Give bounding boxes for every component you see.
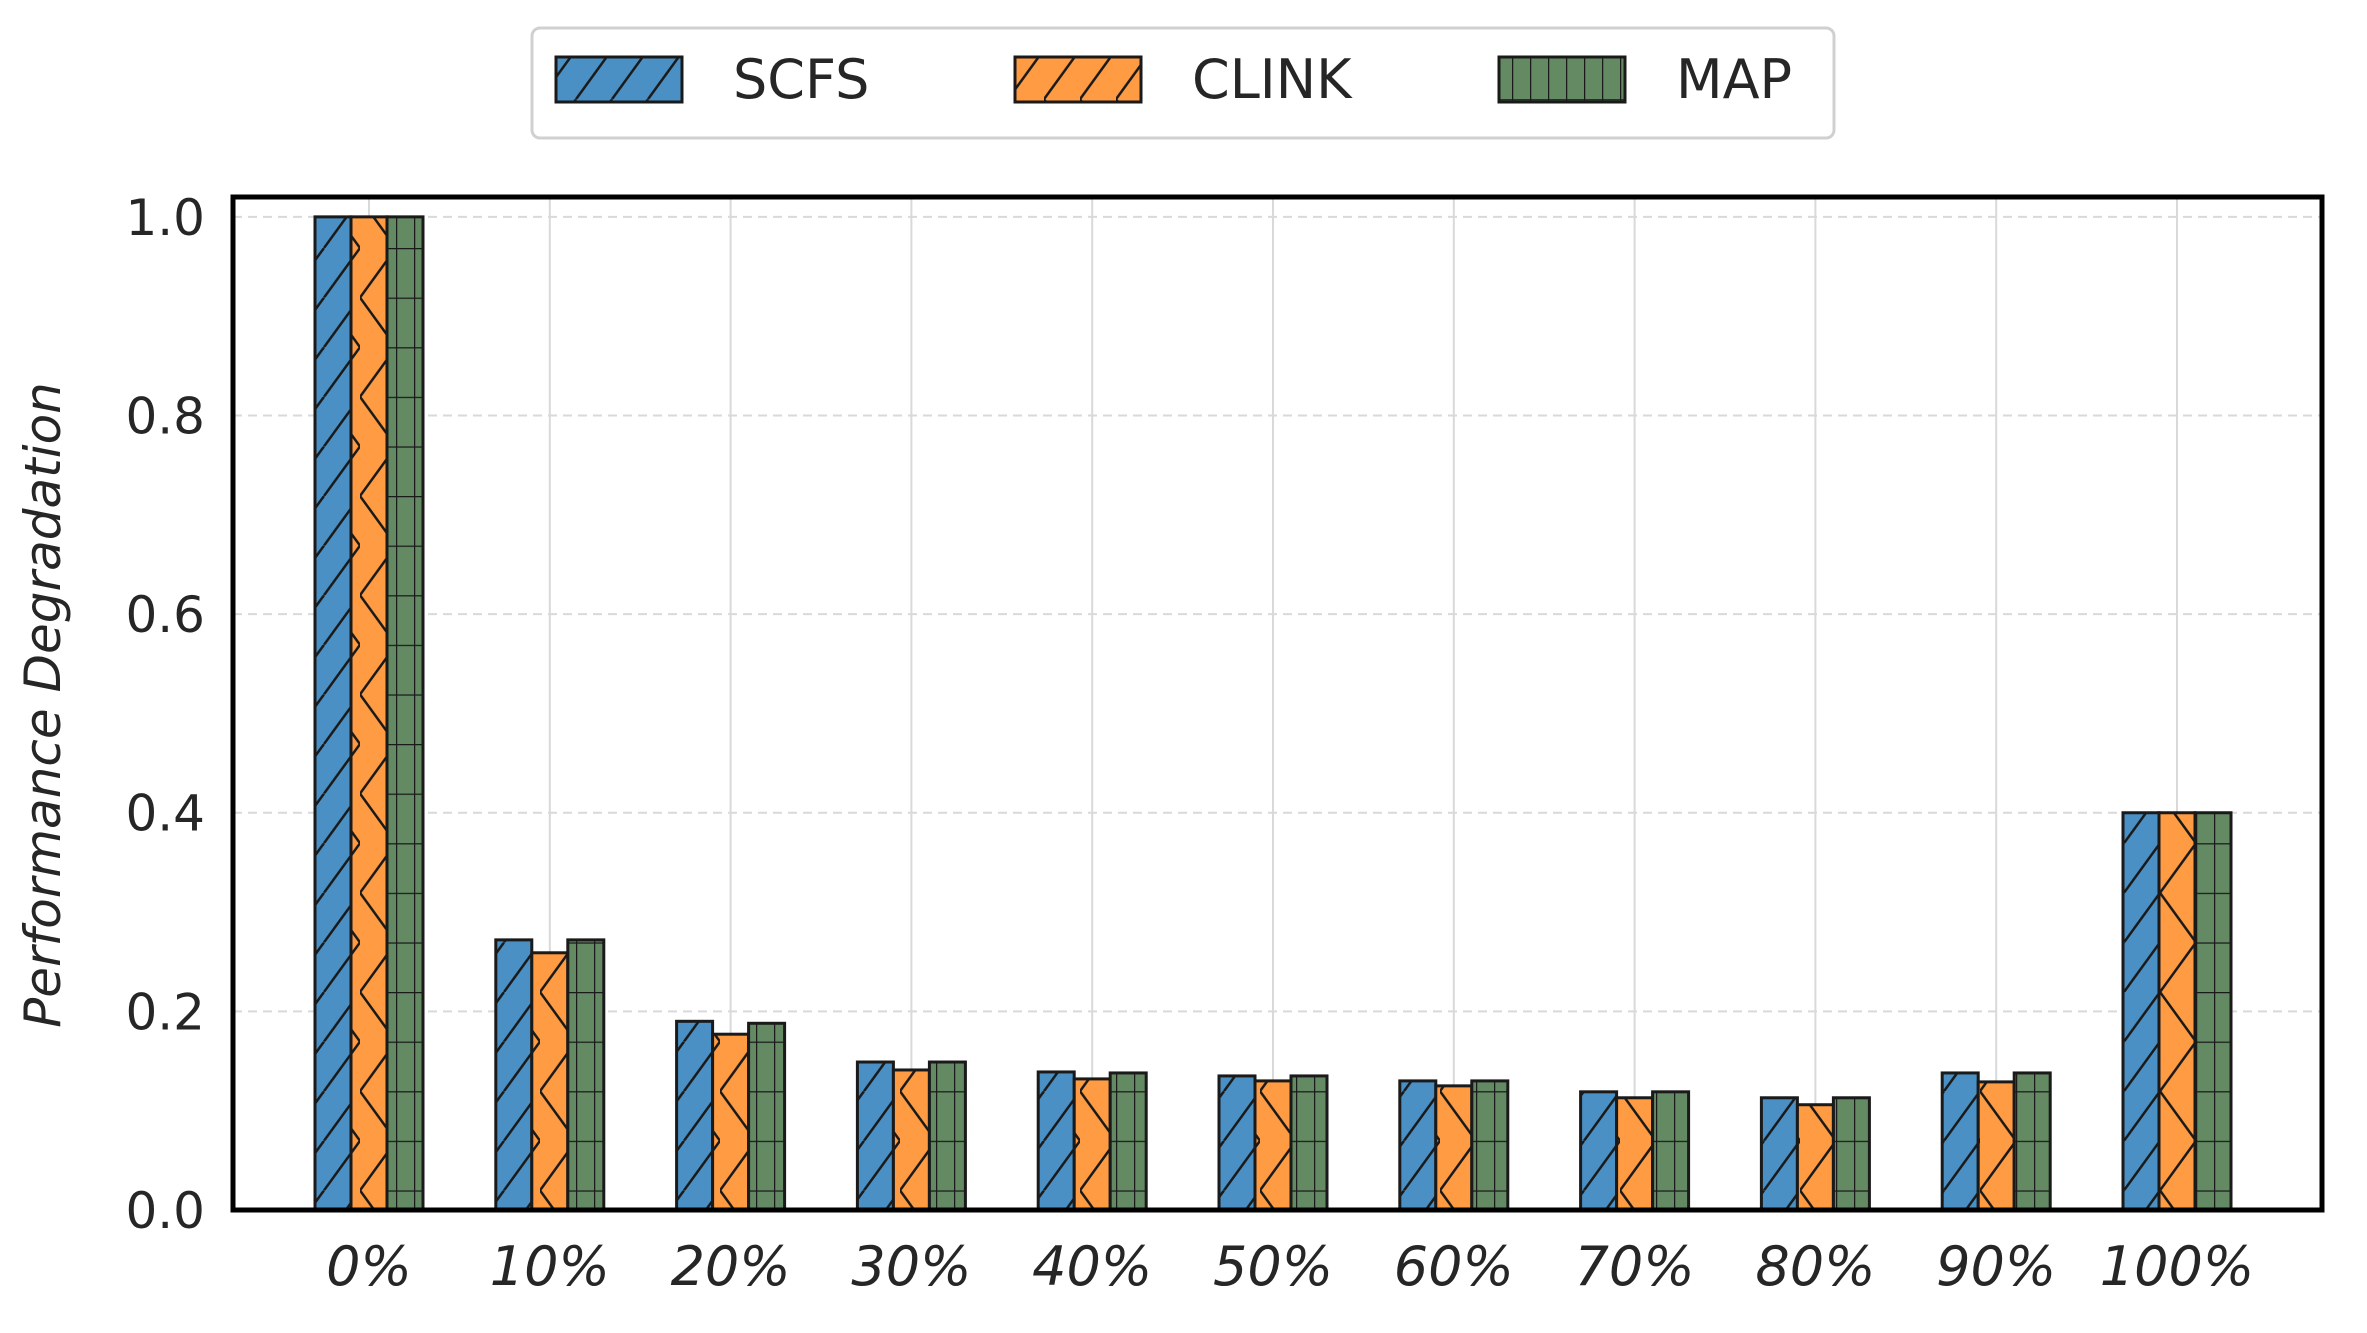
y-tick-label: 0.6 (125, 586, 205, 644)
bar-clink-4 (1072, 1077, 1112, 1212)
x-tick-label: 70% (1575, 1235, 1695, 1298)
legend-frame (530, 26, 1836, 140)
legend-swatch-scfs (554, 55, 684, 104)
bar-clink-0 (349, 215, 389, 1212)
bar-scfs-9 (1940, 1071, 1980, 1212)
bar-scfs-6 (1398, 1079, 1438, 1212)
x-tick-label: 60% (1394, 1235, 1514, 1298)
legend-label-clink: CLINK (1192, 48, 1353, 111)
bar-scfs-5 (1217, 1074, 1257, 1212)
bar-clink-6 (1434, 1084, 1474, 1212)
bar-scfs-4 (1036, 1070, 1076, 1212)
plot-frame (230, 194, 2325, 1213)
x-tick-label: 30% (851, 1235, 971, 1298)
y-tick-label: 1.0 (125, 189, 205, 247)
legend-label-map: MAP (1676, 48, 1792, 111)
bar-clink-1 (530, 951, 570, 1212)
x-tick-label: 100% (2100, 1235, 2254, 1298)
bar-clink-8 (1795, 1103, 1835, 1212)
y-tick-label: 0.0 (125, 1182, 205, 1240)
x-tick-label: 80% (1755, 1235, 1875, 1298)
bar-scfs-2 (675, 1019, 715, 1212)
bar-map-8 (1831, 1096, 1871, 1212)
x-tick-label: 20% (671, 1235, 791, 1298)
bar-scfs-3 (855, 1060, 895, 1212)
bar-scfs-8 (1759, 1096, 1799, 1212)
x-tick-label: 50% (1213, 1235, 1333, 1298)
bar-map-0 (385, 215, 425, 1212)
x-tick-labels: 0% 10% 20% 30% 40% 50% 60% 70% 80% 90% 100% (326, 1235, 2254, 1298)
bar-map-5 (1289, 1074, 1329, 1212)
bar-clink-5 (1253, 1079, 1293, 1212)
bar-clink-9 (1976, 1080, 2016, 1212)
bar-clink-2 (711, 1032, 751, 1212)
y-tick-label: 0.4 (125, 785, 205, 843)
bar-clink-7 (1615, 1096, 1655, 1212)
bar-map-1 (566, 938, 606, 1212)
bars (313, 215, 2233, 1212)
legend-swatch-clink (1013, 55, 1143, 104)
bar-map-6 (1470, 1079, 1510, 1212)
y-axis-label: Performance Degradation (14, 382, 72, 1028)
bar-scfs-0 (313, 215, 353, 1212)
bar-scfs-10 (2121, 811, 2161, 1212)
bar-clink-3 (891, 1068, 931, 1212)
x-tick-label: 10% (490, 1235, 610, 1298)
bar-clink-10 (2157, 811, 2197, 1212)
bar-map-2 (747, 1021, 787, 1212)
bar-map-9 (2012, 1071, 2052, 1212)
x-tick-label: 0% (326, 1235, 412, 1298)
bar-scfs-7 (1579, 1090, 1619, 1212)
bar-map-7 (1651, 1090, 1691, 1212)
bar-map-10 (2193, 811, 2233, 1212)
axes (230, 194, 2325, 1213)
bar-scfs-1 (494, 938, 534, 1212)
x-tick-label: 40% (1032, 1235, 1152, 1298)
bar-map-4 (1108, 1071, 1148, 1212)
x-tick-label: 90% (1936, 1235, 2056, 1298)
legend-swatch-map (1497, 55, 1627, 104)
legend-label-scfs: SCFS (733, 48, 869, 111)
y-tick-label: 0.2 (125, 983, 205, 1041)
legend: SCFS CLINK MAP (530, 26, 1836, 140)
y-tick-label: 0.8 (125, 387, 205, 445)
bar-map-3 (927, 1060, 967, 1212)
y-tick-labels: 0.0 0.2 0.4 0.6 0.8 1.0 (125, 189, 205, 1240)
